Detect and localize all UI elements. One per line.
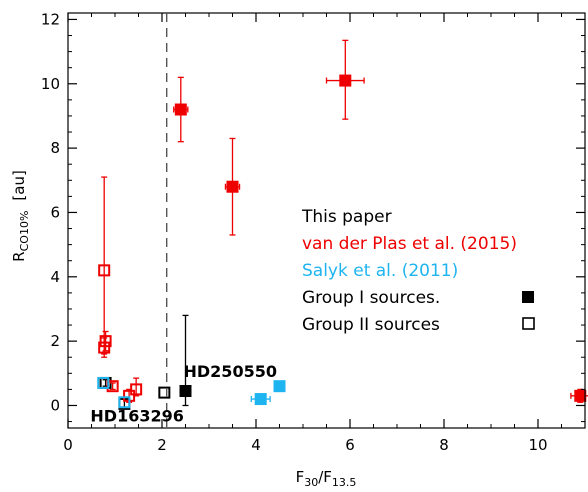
y-tick-label: 10 <box>41 75 60 93</box>
data-marks <box>97 39 588 410</box>
y-tick-label: 6 <box>50 203 60 221</box>
x-axis-label: F30/F13.5 <box>296 468 357 489</box>
data-point-group2 <box>158 386 171 399</box>
data-point-group1 <box>179 385 192 398</box>
y-tick-label: 0 <box>50 396 60 414</box>
axes <box>67 12 586 429</box>
x-tick-label: 2 <box>157 436 167 454</box>
legend-group1-filled-marker <box>522 291 534 303</box>
data-point-group1 <box>254 393 267 406</box>
y-tick-label: 8 <box>50 139 60 157</box>
tick-labels: 0 2 4 6 8 10 0 2 4 6 8 10 12 <box>41 10 548 454</box>
y-tick-label: 4 <box>50 268 60 286</box>
legend: This paper van der Plas et al. (2015) Sa… <box>301 207 535 335</box>
x-tick-label: 6 <box>345 436 355 454</box>
data-point-group2 <box>130 383 143 396</box>
y-tick-label: 12 <box>41 10 60 28</box>
y-tick-label: 2 <box>50 332 60 350</box>
annotation-hd163296: HD163296 <box>90 406 183 425</box>
legend-group2-open-marker <box>522 317 535 330</box>
data-point-group1 <box>273 380 286 393</box>
x-tick-label: 8 <box>439 436 449 454</box>
data-point-group2 <box>118 396 131 409</box>
annotation-hd250550: HD250550 <box>184 362 277 381</box>
legend-salyk: Salyk et al. (2011) <box>302 261 458 281</box>
data-point-group2 <box>98 264 111 277</box>
data-point-group1 <box>226 180 239 193</box>
data-point-group2 <box>98 341 111 354</box>
x-tick-label: 0 <box>63 436 73 454</box>
data-point-group1 <box>339 74 352 87</box>
data-point-group2 <box>99 335 112 348</box>
y-axis-label: RCO10%[au] <box>10 170 31 262</box>
legend-van-der-plas: van der Plas et al. (2015) <box>302 234 517 254</box>
x-tick-label: 4 <box>251 436 261 454</box>
x-tick-label: 10 <box>528 436 547 454</box>
data-point-group1 <box>174 103 187 116</box>
data-point-group1 <box>574 389 587 402</box>
legend-group1: Group I sources. <box>302 288 440 308</box>
data-point-group2 <box>97 376 110 389</box>
legend-group2: Group II sources <box>302 315 440 335</box>
legend-this-paper: This paper <box>301 207 392 227</box>
